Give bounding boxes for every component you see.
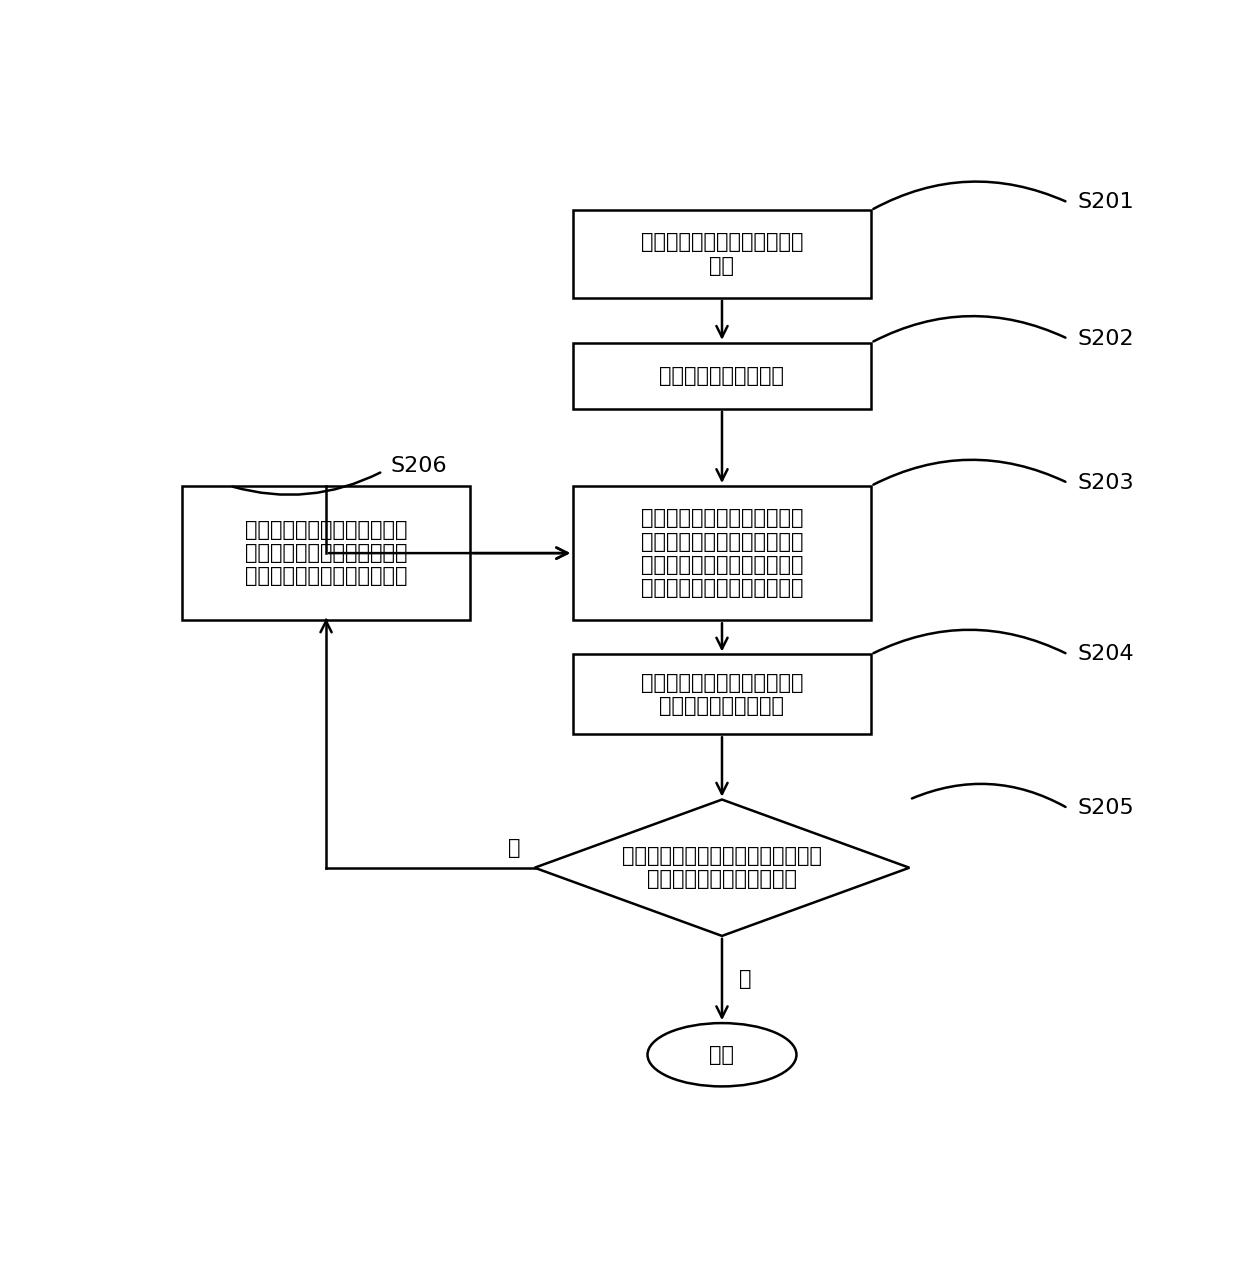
Text: 根据断开控制信号和预测的负
载输入交流零点，以电磁继电
器断开提前量初始值在负载输
入交流零点前提前断开继电器: 根据断开控制信号和预测的负 载输入交流零点，以电磁继电 器断开提前量初始值在负载…: [641, 509, 804, 598]
Text: 根据电磁继电器实际断开时间
点和负载输入交流零点间的误
差修正电磁继电器断开提前量: 根据电磁继电器实际断开时间 点和负载输入交流零点间的误 差修正电磁继电器断开提前…: [244, 520, 407, 586]
Text: 是: 是: [739, 969, 751, 989]
Text: 结束: 结束: [709, 1045, 734, 1065]
Bar: [182, 486, 470, 620]
Ellipse shape: [647, 1023, 796, 1087]
Text: 设定电磁继电器断开提前量初
始值: 设定电磁继电器断开提前量初 始值: [641, 233, 804, 276]
Bar: [573, 210, 870, 299]
Text: S203: S203: [1078, 473, 1135, 493]
Text: 检测电磁继电器实际断开时间
点和负载输入交流零点: 检测电磁继电器实际断开时间 点和负载输入交流零点: [641, 673, 804, 716]
Text: S206: S206: [391, 457, 448, 477]
Text: 检测负载输入交流电压: 检测负载输入交流电压: [660, 366, 785, 386]
Text: 判断电磁继电器实际断开时间点和负
载输入交流零点是否吻合？: 判断电磁继电器实际断开时间点和负 载输入交流零点是否吻合？: [622, 846, 822, 889]
Text: S204: S204: [1078, 644, 1135, 664]
Text: S201: S201: [1078, 192, 1135, 213]
Polygon shape: [534, 799, 909, 936]
Text: S202: S202: [1078, 329, 1135, 349]
Bar: [573, 654, 870, 734]
Bar: [573, 343, 870, 409]
Text: 否: 否: [507, 839, 521, 858]
Bar: [573, 486, 870, 620]
Text: S205: S205: [1078, 798, 1135, 818]
